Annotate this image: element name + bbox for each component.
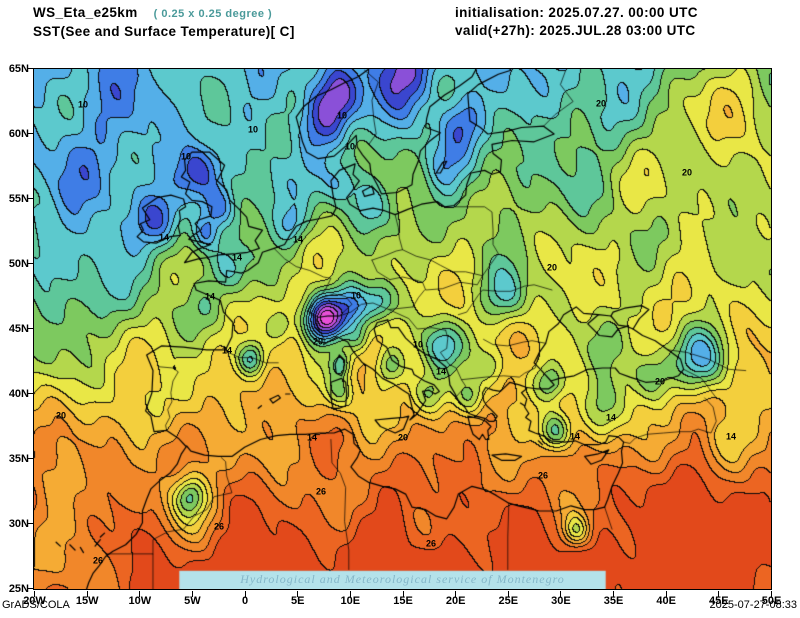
- valid-time-label: valid(+27h): 2025.JUL.28 03:00 UTC: [455, 23, 696, 38]
- contour-label: 14: [231, 252, 243, 263]
- contour-label: 20: [312, 336, 324, 347]
- lat-tick-label: 50N: [8, 258, 29, 270]
- lon-tick-label: 5E: [290, 595, 305, 607]
- lon-tick-mark: [86, 591, 88, 597]
- contour-label: 20: [397, 432, 409, 443]
- lon-tick-mark: [191, 591, 193, 597]
- contour-label: 10: [247, 124, 259, 135]
- lat-tick-mark: [27, 263, 33, 264]
- lon-tick-mark: [507, 591, 509, 597]
- lon-tick-label: 5W: [184, 595, 201, 607]
- lon-tick-label: 40E: [656, 595, 676, 607]
- lat-tick-label: 55N: [8, 193, 29, 205]
- contour-label: 14: [221, 345, 233, 356]
- contour-label: 14: [605, 412, 617, 423]
- contour-label: 14: [435, 366, 447, 377]
- contour-label: 10: [412, 339, 424, 350]
- contour-label: 26: [315, 486, 327, 497]
- contour-label: 26: [213, 521, 225, 532]
- contour-label: 20: [546, 262, 558, 273]
- watermark: Hydrological and Meteorological service …: [240, 572, 565, 586]
- lon-tick-mark: [718, 591, 720, 597]
- lat-tick-mark: [27, 588, 33, 589]
- lat-tick-label: 45N: [8, 323, 29, 335]
- contour-label: 20: [55, 410, 67, 421]
- contour-label: 14: [158, 232, 170, 243]
- lon-tick-mark: [560, 591, 562, 597]
- contour-label: 14: [292, 234, 304, 245]
- lon-tick-mark: [771, 591, 772, 597]
- lat-tick-label: 25N: [8, 583, 29, 595]
- lon-tick-label: 35E: [603, 595, 624, 607]
- lon-tick-label: 50E: [761, 595, 782, 607]
- lon-tick-label: 10W: [128, 595, 152, 607]
- model-name: WS_Eta_e25km: [33, 5, 138, 20]
- temperature-field-canvas: [34, 69, 771, 589]
- lat-tick-mark: [27, 133, 33, 134]
- lon-tick-mark: [665, 591, 667, 597]
- contour-label: 10: [180, 151, 192, 162]
- contour-label: 14: [204, 291, 216, 302]
- lon-tick-mark: [613, 591, 615, 597]
- contour-label: 26: [425, 538, 437, 549]
- lat-tick-label: 40N: [8, 388, 29, 400]
- lon-tick-label: 20W: [23, 595, 46, 607]
- lon-tick-label: 0: [242, 595, 249, 607]
- contour-label: 10: [344, 141, 356, 152]
- lon-tick-mark: [402, 591, 404, 597]
- init-time-label: initialisation: 2025.07.27. 00:00 UTC: [455, 5, 698, 20]
- lon-tick-label: 25E: [498, 595, 519, 607]
- lon-tick-label: 45E: [709, 595, 729, 607]
- lon-tick-label: 15E: [393, 595, 413, 607]
- lat-tick-mark: [27, 393, 33, 394]
- header-left: WS_Eta_e25km ( 0.25 x 0.25 degree ) SST(S…: [33, 4, 295, 41]
- contour-label: 10: [77, 99, 89, 110]
- lon-tick-label: 15W: [75, 595, 99, 607]
- contour-label: 14: [306, 432, 318, 443]
- lon-tick-mark: [139, 591, 141, 597]
- map-plot-area: 10 10 10 10 10 20 20 14 14 14 14 10 20 14 20 10 14 20 14 14…: [33, 68, 772, 590]
- lon-tick-label: 10E: [340, 595, 361, 607]
- grads-credit: GrADS/COLA: [2, 599, 70, 611]
- lat-tick-label: 30N: [8, 518, 29, 530]
- lat-tick-label: 35N: [8, 453, 29, 465]
- contour-label: 10: [336, 110, 348, 121]
- resolution-label: ( 0.25 x 0.25 degree ): [153, 8, 273, 20]
- lon-tick-mark: [34, 591, 35, 597]
- creation-timestamp: 2025-07-27-08:33: [709, 599, 797, 611]
- contour-label: 20: [681, 167, 693, 178]
- contour-label: 20: [654, 376, 666, 387]
- lat-tick-mark: [27, 328, 33, 329]
- lat-tick-label: 60N: [8, 128, 29, 140]
- contour-label: 14: [725, 431, 737, 442]
- contour-label: 10: [350, 290, 362, 301]
- contour-label: 26: [92, 555, 104, 566]
- lon-tick-mark: [297, 591, 299, 597]
- lon-tick-mark: [349, 591, 351, 597]
- lat-tick-label: 65N: [8, 63, 29, 75]
- lat-tick-mark: [27, 68, 33, 69]
- contour-label: 26: [537, 470, 549, 481]
- lon-tick-label: 20E: [445, 595, 466, 607]
- lat-tick-mark: [27, 523, 33, 524]
- lon-tick-mark: [244, 591, 246, 597]
- contour-label: 14: [569, 431, 581, 442]
- variable-title: SST(See and Surface Temperature)[ C]: [33, 24, 295, 39]
- lon-tick-mark: [455, 591, 457, 597]
- lon-tick-label: 30E: [551, 595, 571, 607]
- header-right: initialisation: 2025.07.27. 00:00 UTC va…: [455, 4, 698, 40]
- lat-tick-mark: [27, 458, 33, 459]
- contour-label: 20: [595, 98, 607, 109]
- lat-tick-mark: [27, 198, 33, 199]
